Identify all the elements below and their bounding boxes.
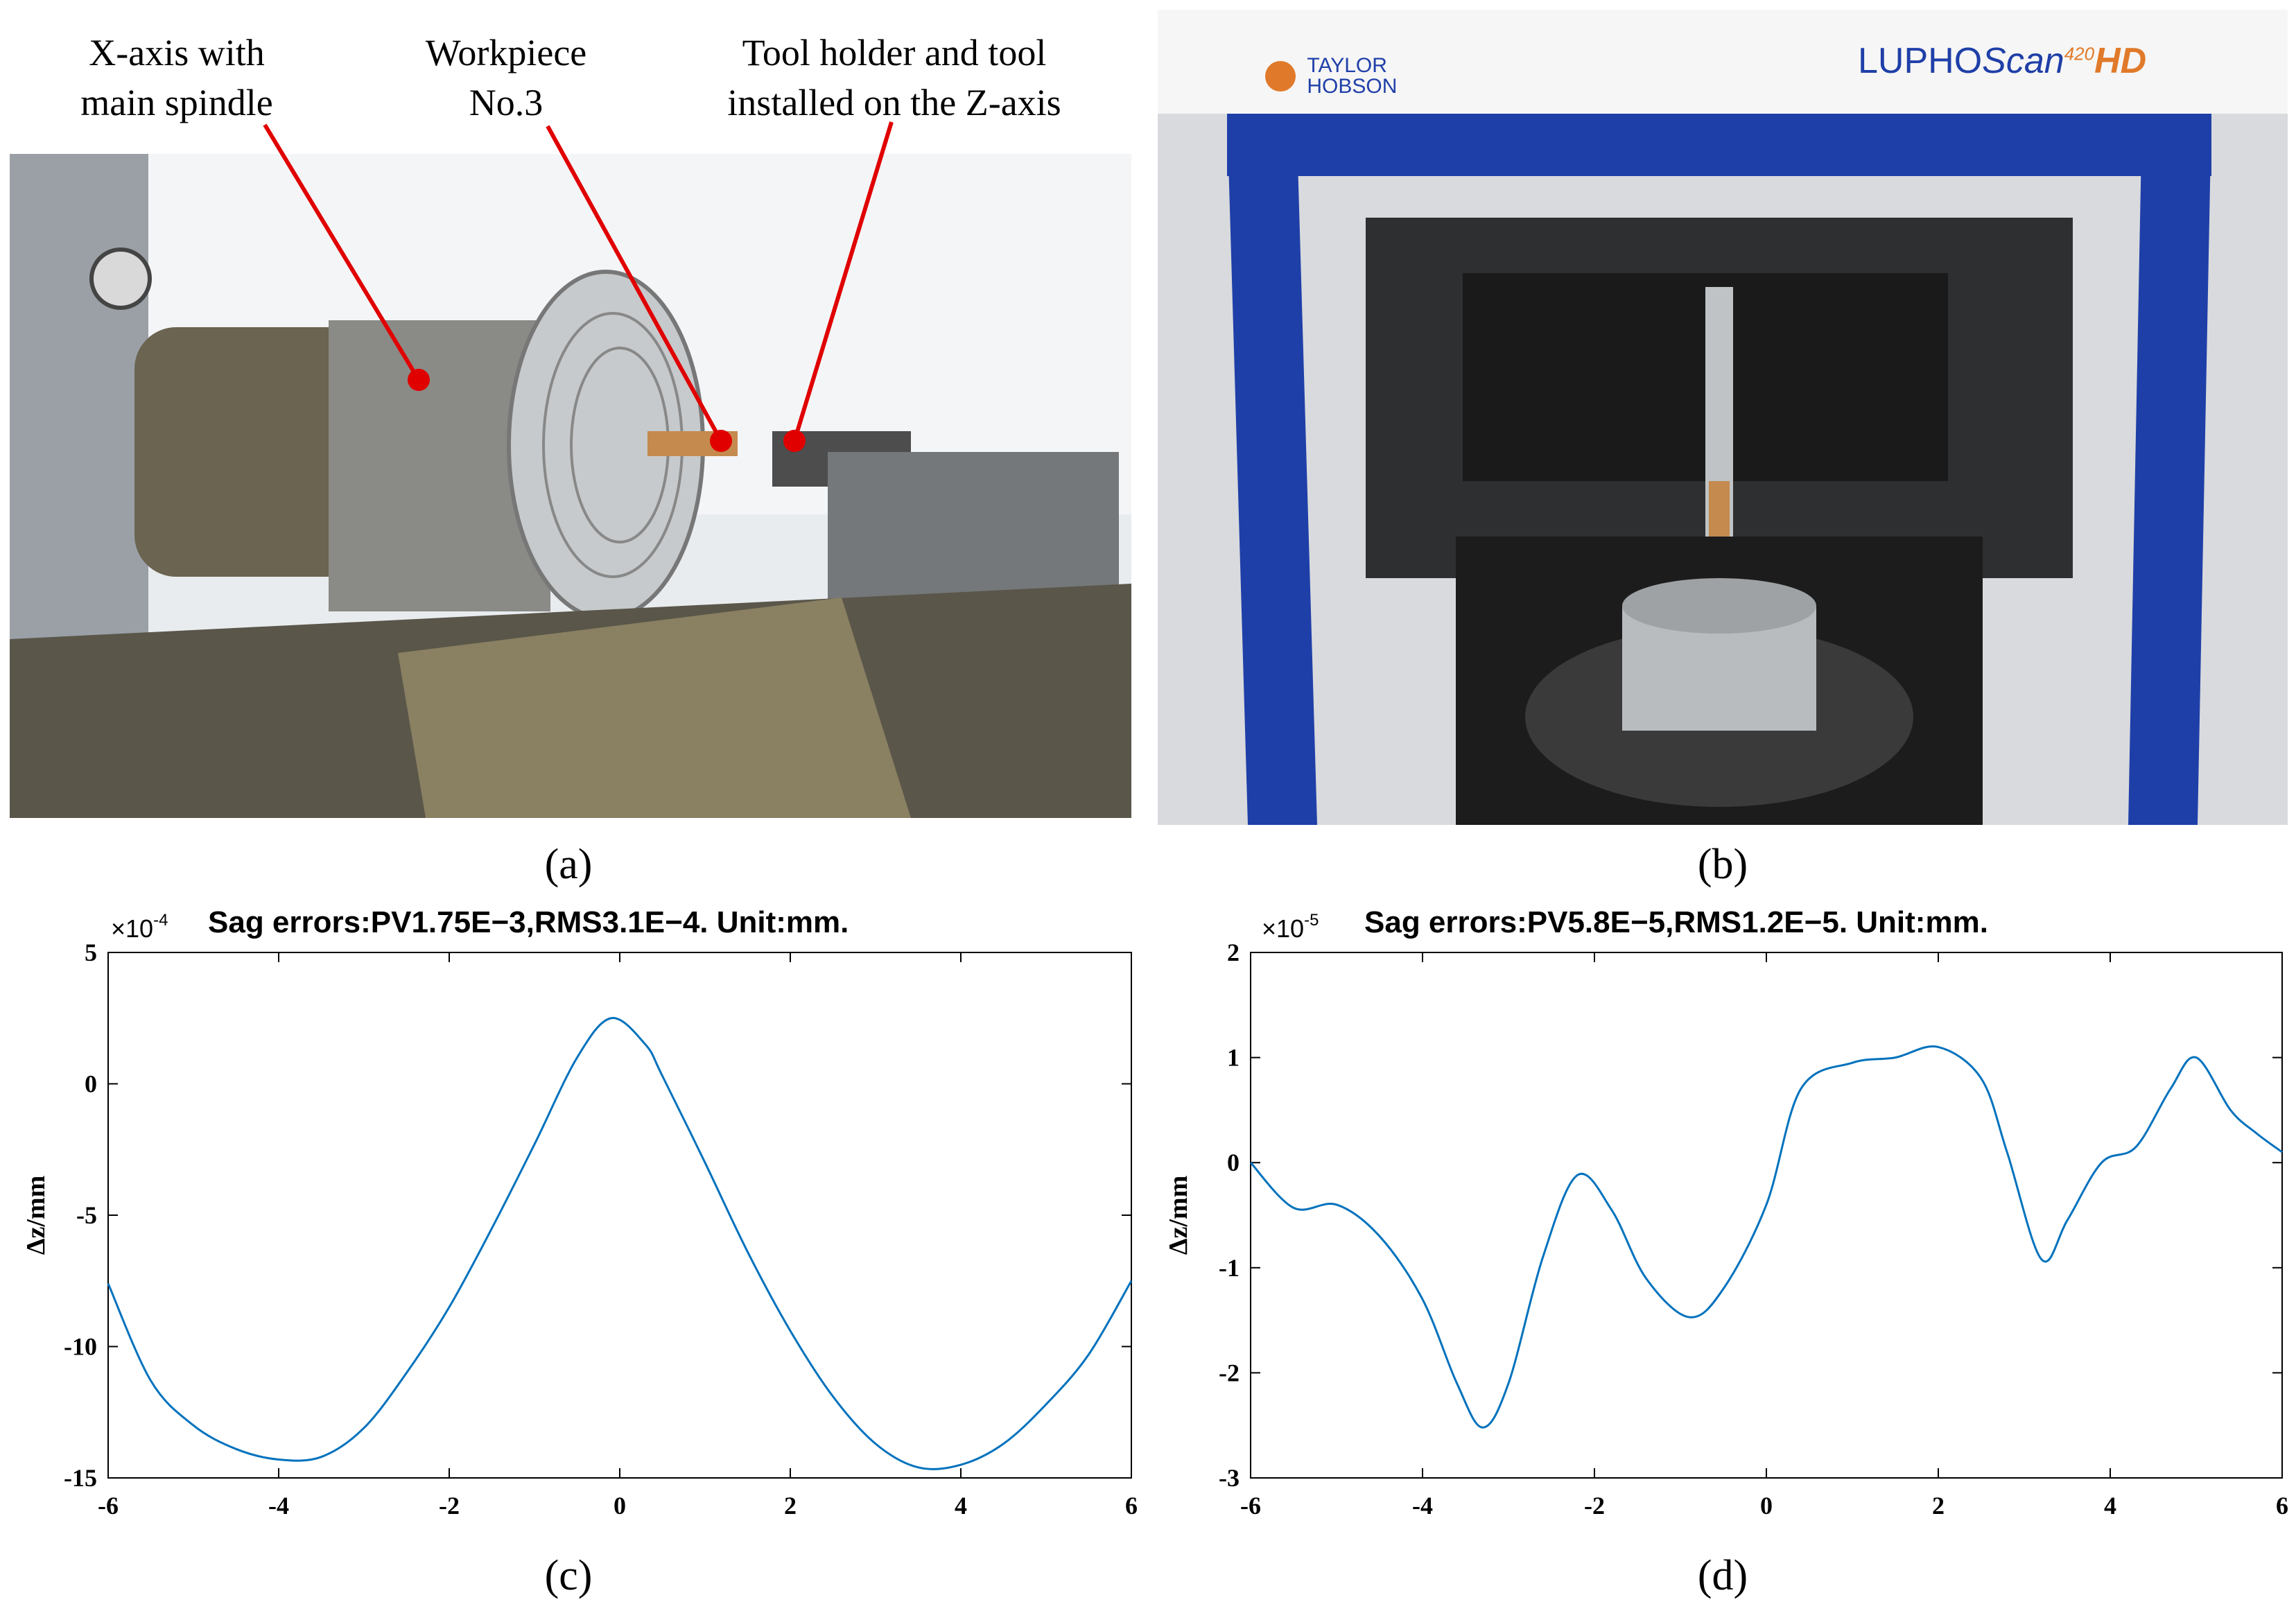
chart-c: -6 -4 -2 0 2 4 6 -15 -10 -5 0 5 Δz/mm [21,939,1138,1519]
chart-d-ytick-label: -1 [1219,1254,1240,1282]
brand-hobson: HOBSON [1307,75,1398,98]
chart-c-ylabel: Δz/mm [21,1176,51,1255]
chart-d-title: Sag errors:PV5.8E−5,RMS1.2E−5. Unit:mm. [1364,905,1988,939]
callout-tool-line2: installed on the Z-axis [727,82,1061,123]
chart-d-multiplier: ×10-5 [1262,911,1319,943]
brand-taylor: TAYLOR [1307,54,1387,77]
photo-b [1158,10,2288,825]
chart-d-xtick-label: -2 [1584,1492,1605,1519]
chart-c-xtick-label: -4 [268,1492,289,1519]
chart-d-ytick-label: -2 [1219,1359,1240,1386]
chart-c-series-line [107,1017,1133,1470]
chart-c-ytick-label: -15 [64,1464,97,1492]
chart-c-ytick-label: 5 [85,939,97,966]
chart-d-ytick-label: 2 [1227,939,1240,966]
chart-d-ytick-label: 1 [1227,1044,1240,1072]
chart-d-multiplier-exp: -5 [1304,911,1319,930]
chart-c-xtick-label: -2 [439,1492,460,1519]
callout-spindle: X-axis with main spindle [28,28,326,128]
callout-tool-line1: Tool holder and tool [742,32,1047,73]
chart-c-ytick-label: 0 [85,1070,97,1098]
chart-c-xtick-label: -6 [98,1492,119,1519]
panel-label-d: (d) [1697,1552,1748,1599]
chart-d-xtick-label: 2 [1932,1492,1945,1519]
chart-d-ylabel: Δz/mm [1164,1176,1193,1255]
chart-c-xtick-label: 6 [1125,1492,1138,1519]
callout-workpiece: Workpiece No.3 [388,28,624,128]
chart-c-multiplier-exp: -4 [153,911,168,930]
chart-c-ytick-label: -10 [64,1333,97,1361]
panel-label-a: (a) [544,841,593,888]
callout-workpiece-line1: Workpiece [425,32,587,73]
brand-lupho: LUPHO [1858,41,1983,81]
chart-d: -6 -4 -2 0 2 4 6 -3 -2 -1 0 1 2 Δz/mm [1164,939,2288,1519]
chart-d-xtick-label: -4 [1412,1492,1433,1519]
chart-c-xtick-label: 0 [614,1492,626,1519]
chart-d-series-line [1249,1045,2283,1429]
photo-a [10,154,1131,818]
chart-c-plot-frame [107,952,1132,1479]
chart-d-ytick-label: -3 [1219,1464,1240,1492]
brand-taylor-hobson: TAYLOR HOBSON [1265,55,1397,97]
chart-c-title: Sag errors:PV1.75E−3,RMS3.1E−4. Unit:mm. [208,905,849,939]
chart-d-plot-frame [1250,952,2283,1479]
brand-420: 420 [2064,43,2095,64]
callout-spindle-line2: main spindle [80,82,273,123]
panel-label-b: (b) [1697,841,1748,888]
chart-c-xtick-label: 2 [784,1492,797,1519]
callout-spindle-line1: X-axis with [89,32,265,73]
chart-d-multiplier-base: ×10 [1262,914,1305,943]
chart-c-xtick-label: 4 [955,1492,967,1519]
panel-label-c: (c) [544,1552,593,1599]
chart-c-ytick-label: -5 [76,1201,97,1229]
chart-d-xtick-label: 0 [1760,1492,1773,1519]
chart-c-multiplier-base: ×10 [111,914,154,943]
callout-lines [263,121,894,452]
chart-d-ytick-label: 0 [1227,1149,1240,1176]
callout-workpiece-line2: No.3 [469,82,543,123]
taylor-hobson-logo-icon [1265,61,1296,92]
chart-d-xtick-label: 6 [2276,1492,2288,1519]
chart-d-xtick-label: -6 [1240,1492,1261,1519]
callout-tool: Tool holder and tool installed on the Z-… [666,28,1123,128]
brand-scan: Scan [1982,41,2064,81]
chart-d-xtick-label: 4 [2104,1492,2116,1519]
chart-c-multiplier: ×10-4 [111,911,168,943]
brand-luphoscan: LUPHOScan420HD [1858,40,2146,82]
brand-hd: HD [2094,41,2147,81]
